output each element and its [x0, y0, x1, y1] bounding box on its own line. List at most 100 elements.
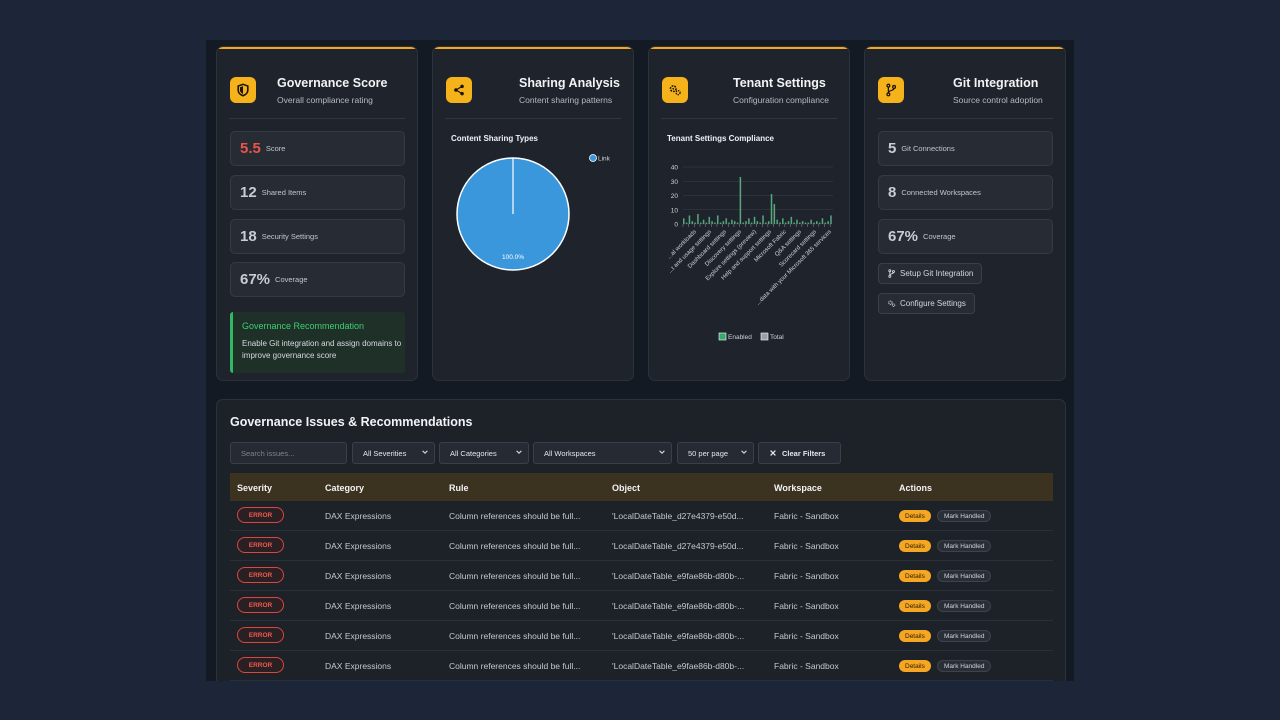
metric-coverage: 67% Coverage	[230, 262, 405, 297]
cell-rule: Column references should be full...	[449, 541, 581, 551]
metric-label: Coverage	[923, 232, 956, 241]
metric-value: 18	[240, 228, 257, 245]
legend-label: Link	[598, 156, 611, 163]
card-title: Tenant Settings	[733, 76, 826, 90]
column-header-category[interactable]: Category	[325, 483, 365, 493]
bar	[821, 218, 824, 224]
bar	[813, 222, 815, 224]
column-header-severity[interactable]: Severity	[237, 483, 273, 493]
cell-object: 'LocalDateTable_d27e4379-e50d...	[612, 541, 744, 551]
metric-label: Score	[265, 144, 286, 153]
configure-settings-button[interactable]: Configure Settings	[878, 293, 975, 314]
per-page-select[interactable]: 50 per page	[677, 442, 754, 464]
bar	[737, 222, 739, 224]
bar	[688, 215, 691, 224]
bar	[736, 222, 739, 224]
select-value: All Workspaces	[544, 448, 596, 458]
metric-label: Shared Items	[261, 188, 307, 197]
tenant-settings-card: Tenant Settings Configuration compliance…	[648, 46, 850, 381]
bar	[771, 194, 773, 224]
bar	[799, 222, 801, 224]
clear-filters-button[interactable]: Clear Filters	[758, 442, 841, 464]
mark-handled-button[interactable]: Mark Handled	[937, 600, 992, 612]
bar	[705, 222, 708, 224]
bar	[804, 222, 807, 224]
bar	[785, 222, 787, 224]
bar	[821, 218, 824, 224]
metric-label: Git Connections	[901, 144, 955, 153]
mark-handled-button[interactable]: Mark Handled	[937, 660, 992, 672]
bar	[765, 222, 767, 224]
details-button[interactable]: Details	[899, 540, 931, 552]
details-button[interactable]: Details	[899, 660, 931, 672]
workspace-select[interactable]: All Workspaces	[533, 442, 672, 464]
bar	[827, 221, 829, 224]
bar	[751, 222, 753, 224]
category-select[interactable]: All Categories	[439, 442, 529, 464]
table-row: ERROR DAX Expressions Column references …	[230, 561, 1053, 591]
bar	[793, 222, 795, 224]
select-value: All Categories	[450, 448, 497, 458]
table-row: ERROR DAX Expressions Column references …	[230, 531, 1053, 561]
bar	[699, 222, 702, 224]
cell-category: DAX Expressions	[325, 541, 392, 551]
bar	[705, 222, 708, 224]
sharing-chart-title: Content Sharing Types	[451, 134, 538, 143]
details-button[interactable]: Details	[899, 570, 931, 582]
bar	[759, 222, 762, 224]
share-icon	[446, 77, 472, 103]
bar	[720, 222, 722, 224]
bar	[801, 221, 804, 224]
bar	[734, 221, 736, 224]
severity-badge: ERROR	[237, 627, 284, 643]
bar	[739, 176, 742, 224]
bar	[708, 216, 711, 224]
bar	[788, 221, 790, 224]
button-label: Configure Settings	[900, 299, 966, 308]
column-header-workspace[interactable]: Workspace	[774, 483, 822, 493]
bar	[745, 221, 747, 224]
bar	[790, 216, 793, 224]
mark-handled-button[interactable]: Mark Handled	[937, 510, 992, 522]
bar	[722, 221, 725, 224]
cell-rule: Column references should be full...	[449, 571, 581, 581]
details-button[interactable]: Details	[899, 510, 931, 522]
bar	[824, 222, 826, 224]
governance-issues-panel: Governance Issues & Recommendations Sear…	[216, 399, 1066, 681]
column-header-rule[interactable]: Rule	[449, 483, 469, 493]
setup-git-integration-button[interactable]: Setup Git Integration	[878, 263, 983, 284]
severity-badge: ERROR	[237, 657, 284, 673]
card-title: Governance Score	[277, 76, 388, 90]
bar	[773, 204, 776, 224]
cell-workspace: Fabric - Sandbox	[774, 511, 839, 521]
bar	[830, 215, 832, 224]
mark-handled-button[interactable]: Mark Handled	[937, 570, 992, 582]
bar	[804, 222, 807, 224]
close-icon	[770, 450, 776, 456]
bar	[694, 222, 697, 224]
bar	[716, 215, 719, 224]
bar	[733, 221, 736, 224]
mark-handled-button[interactable]: Mark Handled	[937, 540, 992, 552]
cell-workspace: Fabric - Sandbox	[774, 541, 839, 551]
metric-git-connections: 5 Git Connections	[878, 131, 1053, 166]
severity-badge: ERROR	[237, 597, 284, 613]
column-header-object[interactable]: Object	[612, 483, 641, 493]
bar	[748, 218, 750, 224]
bar	[756, 221, 758, 224]
bar	[762, 215, 764, 224]
select-value: 50 per page	[688, 448, 729, 458]
chevron-down-icon	[741, 450, 747, 454]
metric-score: 5.5 Score	[230, 131, 405, 166]
severity-select[interactable]: All Severities	[352, 442, 435, 464]
search-issues-input[interactable]: Search issues...	[230, 442, 347, 464]
bar	[686, 222, 688, 224]
details-button[interactable]: Details	[899, 600, 931, 612]
table-row: ERROR DAX Expressions Column references …	[230, 621, 1053, 651]
cell-object: 'LocalDateTable_e9fae86b-d80b-...	[612, 631, 745, 641]
metric-value: 67%	[888, 228, 919, 245]
bar	[784, 222, 787, 224]
bar	[816, 221, 818, 224]
details-button[interactable]: Details	[899, 630, 931, 642]
mark-handled-button[interactable]: Mark Handled	[937, 630, 992, 642]
